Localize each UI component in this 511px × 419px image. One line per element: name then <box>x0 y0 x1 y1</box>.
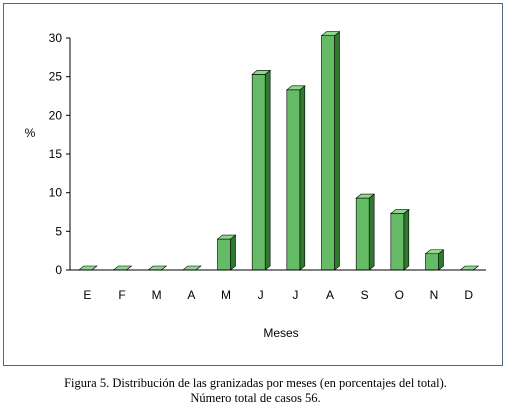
bar-side <box>299 85 306 271</box>
bar-front <box>355 197 370 271</box>
bar-side <box>264 69 271 271</box>
bar <box>147 265 168 271</box>
bar-side <box>368 193 375 271</box>
x-tick-label: S <box>361 288 369 302</box>
bar <box>216 234 237 271</box>
bar <box>181 265 202 271</box>
x-axis-title: Meses <box>263 326 298 340</box>
chart-frame <box>3 3 503 366</box>
y-axis-ticks: 0 5 10 15 20 25 30 <box>49 31 70 277</box>
bar-front <box>390 213 405 271</box>
y-tick-label: 25 <box>49 70 63 84</box>
caption-line-1: Figura 5. Distribución de las granizadas… <box>64 376 447 390</box>
y-tick-label: 15 <box>49 147 63 161</box>
x-tick-label: E <box>83 288 91 302</box>
y-tick-label: 10 <box>49 186 63 200</box>
caption-line-2: Número total de casos 56. <box>190 391 321 405</box>
bar <box>424 249 445 271</box>
y-axis-title: % <box>25 126 36 140</box>
bar-top <box>112 265 133 271</box>
x-tick-label: A <box>187 288 195 302</box>
bar <box>355 193 376 271</box>
bar-top <box>147 265 168 271</box>
bar-top <box>181 265 202 271</box>
y-tick-label: 5 <box>55 224 62 238</box>
bar-top <box>285 85 306 91</box>
bar-front <box>425 253 439 271</box>
y-tick-label: 30 <box>49 31 63 45</box>
x-tick-label: J <box>292 288 298 302</box>
x-tick-label: M <box>221 288 231 302</box>
bar-top <box>459 265 480 271</box>
y-tick-label: 20 <box>49 108 63 122</box>
bar <box>251 69 272 271</box>
bar-front <box>286 89 301 271</box>
x-tick-label: J <box>258 288 264 302</box>
x-tick-label: N <box>430 288 439 302</box>
bar-front <box>321 35 335 271</box>
bar-side <box>230 234 236 271</box>
bar-top <box>216 234 237 240</box>
bar <box>320 31 341 271</box>
bar-front <box>217 238 231 271</box>
bar-top <box>251 70 272 75</box>
x-tick-label: F <box>118 288 125 302</box>
bar <box>112 265 133 271</box>
bar-top <box>355 193 376 199</box>
bar-top <box>424 249 445 255</box>
x-tick-label: M <box>152 288 162 302</box>
bar-side <box>403 208 410 271</box>
x-tick-label: D <box>464 288 473 302</box>
bars-group <box>77 31 480 271</box>
bar <box>77 265 98 271</box>
bar <box>389 208 410 271</box>
x-tick-label: A <box>326 288 334 302</box>
x-tick-label: O <box>395 288 404 302</box>
bar <box>285 85 306 271</box>
bar-top <box>389 209 410 214</box>
bar <box>459 265 480 271</box>
figure-caption: Figura 5. Distribución de las granizadas… <box>0 376 511 406</box>
y-tick-label: 0 <box>55 263 62 277</box>
bar-chart: 0 5 10 15 20 25 30 E F M A M J J A S O N D % Meses <box>25 31 486 340</box>
bar-top <box>77 265 98 271</box>
bar-front <box>251 74 266 271</box>
bar-top <box>320 31 341 36</box>
bar-side <box>334 31 340 271</box>
